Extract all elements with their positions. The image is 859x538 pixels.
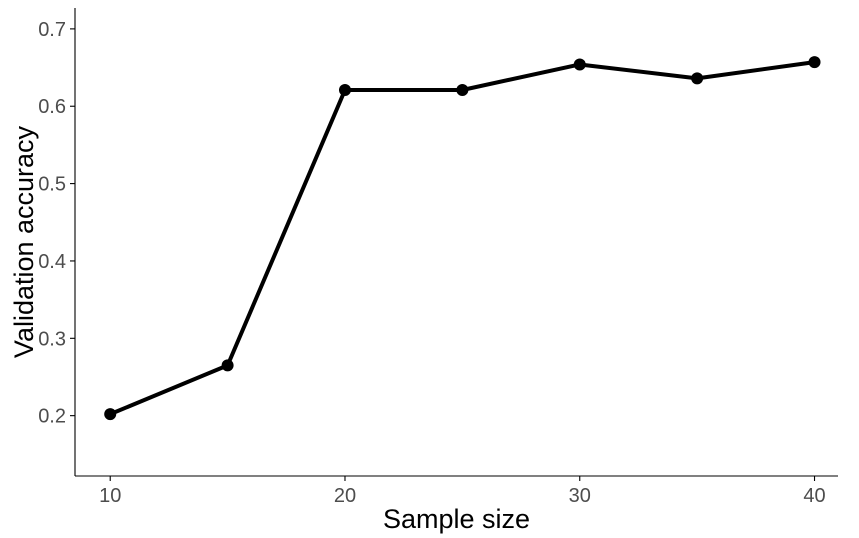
- data-point: [691, 72, 704, 85]
- series-group: [104, 56, 821, 421]
- x-tick-label: 40: [803, 485, 825, 507]
- y-tick-label: 0.6: [38, 96, 66, 118]
- data-point: [338, 83, 351, 96]
- data-point: [221, 359, 234, 372]
- y-tick-label: 0.5: [38, 174, 66, 196]
- y-axis-title: Validation accuracy: [9, 125, 39, 358]
- data-point: [573, 58, 586, 71]
- y-tick-label: 0.3: [38, 328, 66, 350]
- x-tick-label: 30: [569, 485, 591, 507]
- data-point: [456, 83, 469, 96]
- y-tick-label: 0.2: [38, 406, 66, 428]
- data-point: [808, 56, 821, 69]
- data-point: [104, 408, 117, 421]
- x-axis-ticks: 10 20 30 40: [99, 476, 826, 507]
- axes: [74, 8, 838, 477]
- x-axis-title: Sample size: [383, 504, 530, 534]
- x-tick-label: 10: [99, 485, 121, 507]
- series-line: [108, 60, 817, 417]
- y-tick-label: 0.7: [38, 19, 66, 41]
- y-axis-ticks: 0.2 0.3 0.4 0.5 0.6 0.7: [38, 19, 75, 428]
- x-tick-label: 20: [334, 485, 356, 507]
- y-tick-label: 0.4: [38, 251, 66, 273]
